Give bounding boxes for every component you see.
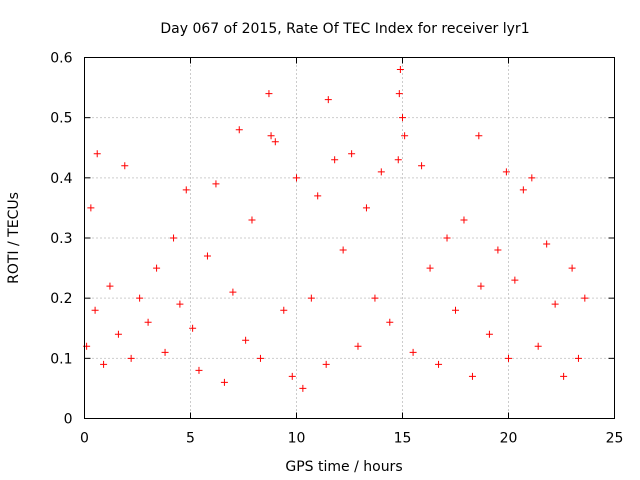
data-point [395, 90, 403, 98]
x-tick-label: 15 [394, 431, 412, 447]
data-point [106, 282, 114, 290]
data-point [494, 246, 502, 254]
data-point [121, 162, 129, 170]
x-tick-label: 20 [500, 431, 518, 447]
data-point [426, 264, 434, 272]
data-point [339, 246, 347, 254]
grid-lines [84, 57, 615, 419]
data-point [331, 156, 339, 164]
data-point [136, 294, 144, 302]
data-point [519, 186, 527, 194]
data-point [299, 384, 307, 392]
data-point [87, 204, 95, 212]
data-point [551, 300, 559, 308]
data-point [293, 174, 300, 182]
data-point [435, 360, 443, 368]
data-point [248, 216, 256, 224]
y-tick-label: 0.4 [50, 171, 72, 187]
data-point [189, 324, 197, 332]
data-point [314, 192, 322, 200]
y-axis-label: ROTI / TECUs [6, 192, 22, 284]
data-point [127, 354, 135, 362]
data-point [418, 162, 426, 170]
y-tick-label: 0.1 [50, 351, 72, 367]
x-tick-label: 5 [186, 431, 195, 447]
data-point [475, 132, 483, 140]
data-point [371, 294, 379, 302]
data-point [528, 174, 536, 182]
y-tick-label: 0.2 [50, 291, 72, 307]
data-point [348, 150, 356, 158]
x-tick-label: 25 [606, 431, 624, 447]
data-point [394, 156, 402, 164]
data-point [114, 330, 122, 338]
data-point [280, 306, 288, 314]
data-point [161, 348, 169, 356]
data-point [574, 354, 582, 362]
data-point [265, 90, 273, 98]
data-point [307, 294, 315, 302]
data-point [560, 372, 568, 380]
data-point [362, 204, 370, 212]
x-tick-label: 10 [288, 431, 306, 447]
data-point [485, 330, 493, 338]
y-tick-label: 0.5 [50, 111, 72, 127]
data-point [581, 294, 589, 302]
data-point [511, 276, 519, 284]
data-point [534, 342, 542, 350]
data-point [505, 354, 512, 362]
data-point [229, 288, 237, 296]
data-point [182, 186, 190, 194]
data-point [354, 342, 362, 350]
data-point [401, 132, 409, 140]
data-point [153, 264, 161, 272]
data-point [452, 306, 459, 314]
data-points [83, 66, 589, 392]
data-point [377, 168, 385, 176]
data-point [176, 300, 184, 308]
data-point [322, 360, 330, 368]
data-point [100, 360, 108, 368]
y-tick-label: 0.6 [50, 51, 72, 67]
data-point [543, 240, 551, 248]
data-point [396, 66, 404, 74]
data-point [399, 114, 406, 122]
data-point [477, 282, 485, 290]
data-point [212, 180, 220, 188]
data-point [324, 96, 332, 104]
data-point [195, 366, 203, 374]
data-point [93, 150, 101, 158]
data-point [220, 378, 228, 386]
x-tick-label: 0 [80, 431, 89, 447]
data-point [468, 372, 476, 380]
data-point [242, 336, 250, 344]
data-point [288, 372, 296, 380]
data-point [267, 132, 275, 140]
data-point [460, 216, 468, 224]
data-point [409, 348, 417, 356]
x-axis-label: GPS time / hours [285, 459, 402, 475]
data-point [235, 126, 243, 134]
data-point [144, 318, 152, 326]
data-point [203, 252, 211, 260]
y-tick-label: 0.3 [50, 231, 72, 247]
chart-title: Day 067 of 2015, Rate Of TEC Index for r… [160, 21, 529, 37]
data-point [91, 306, 99, 314]
data-point [502, 168, 510, 176]
data-point [568, 264, 576, 272]
data-point [443, 234, 451, 242]
data-point [256, 354, 264, 362]
y-tick-label: 0 [64, 412, 73, 428]
data-point [271, 138, 279, 146]
data-point [386, 318, 394, 326]
axis-ticks: 0 5 10 15 20 25 0 0.1 0.2 0.3 0.4 0.5 0.6 [50, 51, 623, 447]
data-point [170, 234, 178, 242]
